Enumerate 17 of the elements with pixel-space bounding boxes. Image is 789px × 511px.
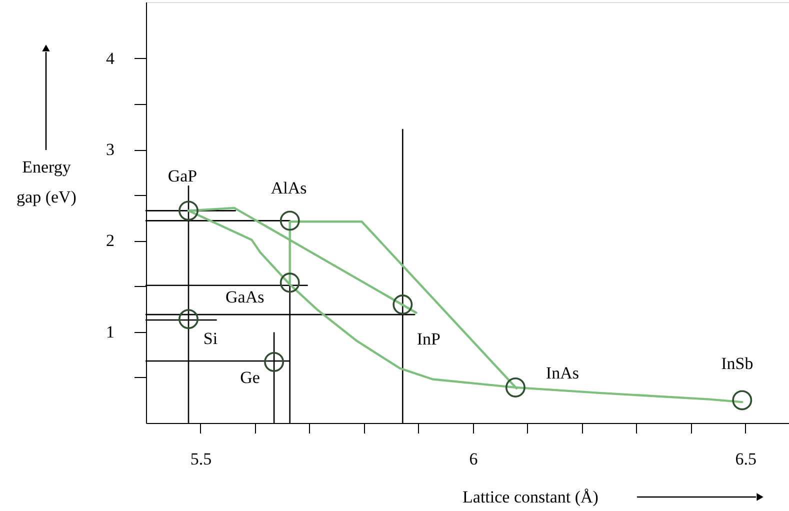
y-tick-label: 4 [106, 49, 115, 68]
annotation: GaP [168, 166, 198, 186]
annotation: InSb [721, 354, 754, 374]
x-tick-label: 6 [469, 450, 478, 468]
y-tick-label: 1 [106, 322, 114, 342]
x-axis-title: Lattice constant (Å) [462, 488, 598, 506]
x-tick-label: 5.5 [190, 450, 212, 468]
y-tick-label: 2 [106, 231, 114, 250]
x-tick-label: 6.5 [735, 450, 757, 468]
y-tick-label: 3 [106, 140, 114, 160]
annotation: InP [416, 330, 440, 349]
annotation: Si [203, 329, 218, 348]
annotation: InAs [546, 363, 579, 382]
annotation: AlAs [270, 178, 307, 198]
annotation: GaAs [226, 288, 264, 307]
annotation: Ge [240, 368, 260, 387]
y-axis-title: Energy gap (eV) [16, 158, 76, 206]
